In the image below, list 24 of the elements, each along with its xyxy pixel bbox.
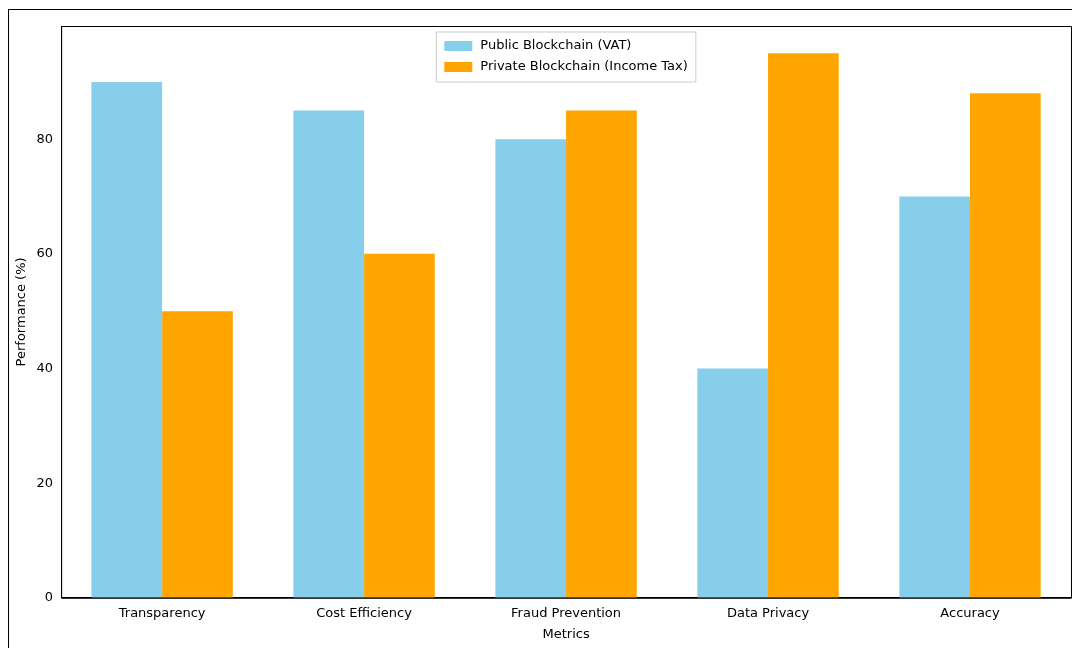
bar <box>768 53 839 598</box>
y-tick-label: 40 <box>36 359 54 375</box>
bar <box>970 93 1041 598</box>
x-tick-label: Accuracy <box>940 604 1000 620</box>
y-tick-label: 80 <box>36 130 54 146</box>
bar <box>293 110 365 598</box>
legend-label: Private Blockchain (Income Tax) <box>480 58 688 74</box>
bar <box>91 81 163 598</box>
bar <box>364 253 435 598</box>
bar <box>899 196 971 598</box>
y-axis-title: Performance (%) <box>13 257 29 367</box>
y-tick-label: 0 <box>44 589 54 605</box>
bar <box>495 139 567 598</box>
y-tick-label: 20 <box>36 474 54 490</box>
x-tick-label: Data Privacy <box>726 604 810 620</box>
x-axis-title: Metrics <box>542 625 590 641</box>
x-tick-label: Cost Efficiency <box>316 604 413 620</box>
bar <box>697 368 769 598</box>
legend-label: Public Blockchain (VAT) <box>480 37 632 53</box>
bar <box>162 311 233 598</box>
x-tick-label: Fraud Prevention <box>511 604 622 620</box>
y-tick-label: 60 <box>36 245 54 261</box>
bar <box>566 110 637 598</box>
x-tick-label: Transparency <box>117 604 206 620</box>
